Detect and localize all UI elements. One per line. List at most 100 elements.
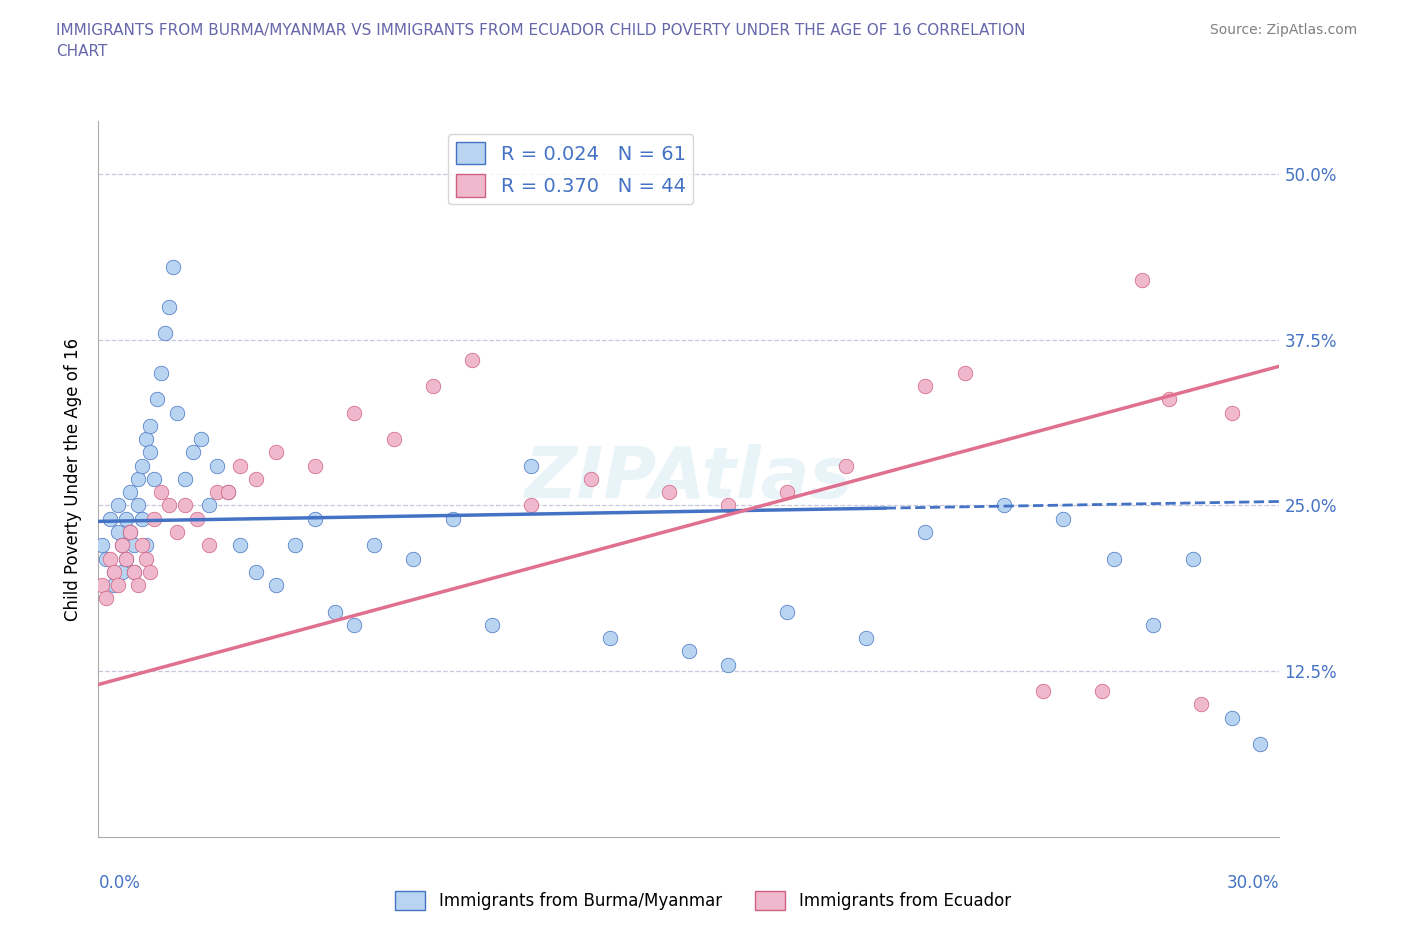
Point bbox=[1189, 697, 1212, 711]
Point bbox=[264, 445, 287, 459]
Point bbox=[96, 551, 118, 566]
Point bbox=[1032, 684, 1054, 698]
Point bbox=[717, 658, 740, 672]
Point bbox=[197, 538, 219, 552]
Point bbox=[1249, 737, 1271, 751]
Point bbox=[115, 551, 138, 566]
Point bbox=[914, 379, 936, 393]
Point bbox=[229, 538, 252, 552]
Point bbox=[264, 578, 287, 592]
Text: 0.0%: 0.0% bbox=[98, 874, 141, 892]
Point bbox=[205, 458, 228, 473]
Point bbox=[205, 485, 228, 499]
Point bbox=[91, 578, 114, 592]
Point bbox=[166, 525, 188, 539]
Point bbox=[135, 538, 157, 552]
Point bbox=[190, 432, 212, 446]
Text: CHART: CHART bbox=[56, 44, 108, 59]
Point bbox=[304, 512, 326, 526]
Point bbox=[174, 498, 197, 513]
Point bbox=[118, 485, 141, 499]
Point bbox=[599, 631, 621, 645]
Point bbox=[142, 472, 165, 486]
Point bbox=[363, 538, 385, 552]
Point bbox=[678, 644, 700, 658]
Point bbox=[245, 565, 267, 579]
Point bbox=[304, 458, 326, 473]
Point bbox=[1220, 405, 1243, 420]
Point bbox=[323, 604, 346, 619]
Point bbox=[111, 565, 134, 579]
Point bbox=[127, 498, 149, 513]
Point bbox=[1102, 551, 1125, 566]
Legend: R = 0.024   N = 61, R = 0.370   N = 44: R = 0.024 N = 61, R = 0.370 N = 44 bbox=[449, 134, 693, 205]
Point bbox=[579, 472, 602, 486]
Point bbox=[103, 565, 125, 579]
Point bbox=[658, 485, 681, 499]
Point bbox=[122, 565, 145, 579]
Point bbox=[1220, 711, 1243, 725]
Point bbox=[155, 326, 177, 340]
Point bbox=[131, 538, 153, 552]
Point bbox=[855, 631, 877, 645]
Point bbox=[481, 618, 503, 632]
Text: 30.0%: 30.0% bbox=[1227, 874, 1279, 892]
Point bbox=[441, 512, 464, 526]
Point bbox=[122, 565, 145, 579]
Point bbox=[107, 525, 129, 539]
Point bbox=[150, 365, 173, 380]
Point bbox=[217, 485, 239, 499]
Point bbox=[776, 604, 799, 619]
Point bbox=[181, 445, 204, 459]
Point bbox=[122, 538, 145, 552]
Point bbox=[343, 405, 366, 420]
Point bbox=[98, 551, 121, 566]
Text: Source: ZipAtlas.com: Source: ZipAtlas.com bbox=[1209, 23, 1357, 37]
Point bbox=[135, 432, 157, 446]
Point bbox=[343, 618, 366, 632]
Point bbox=[284, 538, 307, 552]
Point bbox=[520, 498, 543, 513]
Point bbox=[118, 525, 141, 539]
Point bbox=[835, 458, 858, 473]
Point bbox=[138, 418, 160, 433]
Point bbox=[150, 485, 173, 499]
Legend: Immigrants from Burma/Myanmar, Immigrants from Ecuador: Immigrants from Burma/Myanmar, Immigrant… bbox=[388, 884, 1018, 917]
Point bbox=[162, 259, 184, 274]
Point bbox=[96, 591, 118, 605]
Point bbox=[98, 512, 121, 526]
Point bbox=[142, 512, 165, 526]
Point bbox=[174, 472, 197, 486]
Point bbox=[1091, 684, 1114, 698]
Point bbox=[157, 299, 180, 314]
Point bbox=[103, 565, 125, 579]
Point bbox=[91, 538, 114, 552]
Point bbox=[107, 578, 129, 592]
Point bbox=[953, 365, 976, 380]
Point bbox=[461, 352, 484, 367]
Point bbox=[118, 525, 141, 539]
Point bbox=[127, 578, 149, 592]
Point bbox=[127, 472, 149, 486]
Point bbox=[115, 512, 138, 526]
Point bbox=[138, 445, 160, 459]
Point bbox=[186, 512, 208, 526]
Point bbox=[111, 538, 134, 552]
Point bbox=[107, 498, 129, 513]
Point bbox=[402, 551, 425, 566]
Point bbox=[135, 551, 157, 566]
Point bbox=[914, 525, 936, 539]
Point bbox=[131, 512, 153, 526]
Point bbox=[166, 405, 188, 420]
Point bbox=[157, 498, 180, 513]
Point bbox=[382, 432, 405, 446]
Point bbox=[520, 458, 543, 473]
Point bbox=[776, 485, 799, 499]
Point bbox=[422, 379, 444, 393]
Point bbox=[217, 485, 239, 499]
Point bbox=[111, 538, 134, 552]
Point bbox=[245, 472, 267, 486]
Point bbox=[1181, 551, 1204, 566]
Point bbox=[138, 565, 160, 579]
Point bbox=[1130, 272, 1153, 287]
